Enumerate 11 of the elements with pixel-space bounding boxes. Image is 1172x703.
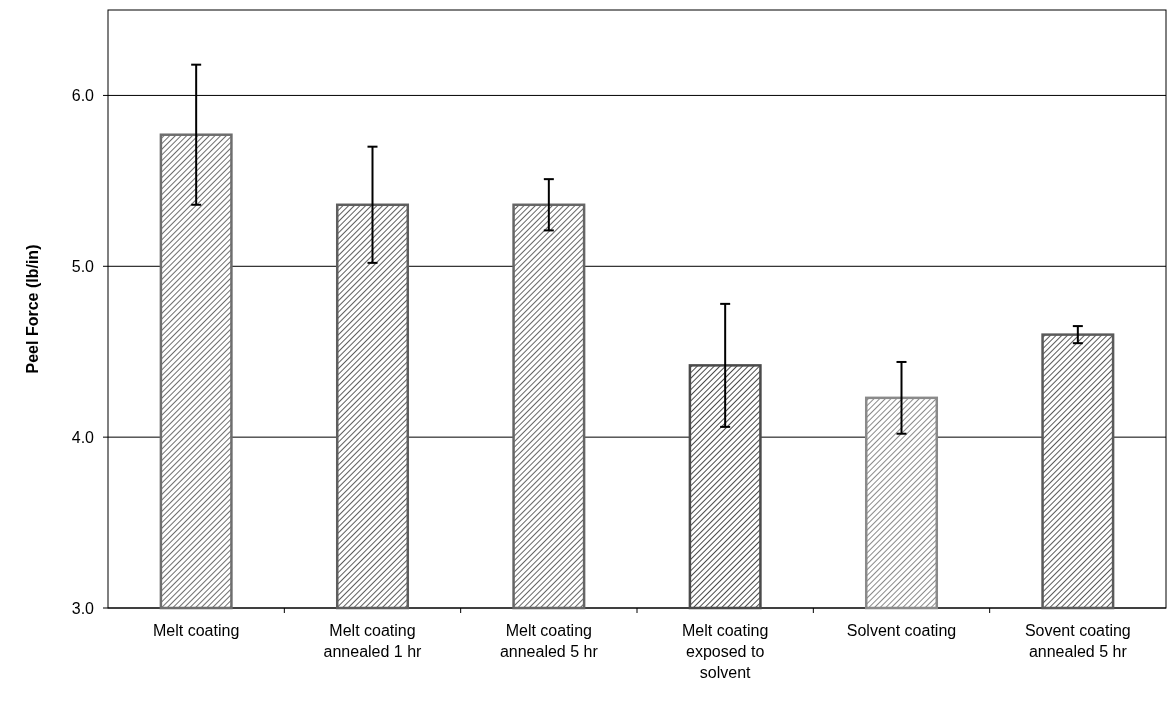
x-tick-label: Sovent coating annealed 5 hr: [1024, 622, 1131, 660]
x-tick-label: Melt coating annealed 5 hr: [499, 622, 599, 660]
y-tick-label: 5.0: [71, 257, 95, 275]
y-tick-label: 4.0: [71, 428, 95, 446]
x-tick-label: Melt coating: [153, 622, 240, 639]
y-tick-label: 3.0: [71, 599, 95, 617]
x-tick-label: Melt coating annealed 1 hr: [323, 622, 423, 660]
y-axis-title: Peel Force (lb/in): [24, 244, 41, 374]
y-tick-label: 6.0: [71, 87, 95, 105]
x-tick-label: Melt coating exposed to solvent: [682, 622, 769, 681]
x-tick-label: Solvent coating: [846, 622, 957, 639]
